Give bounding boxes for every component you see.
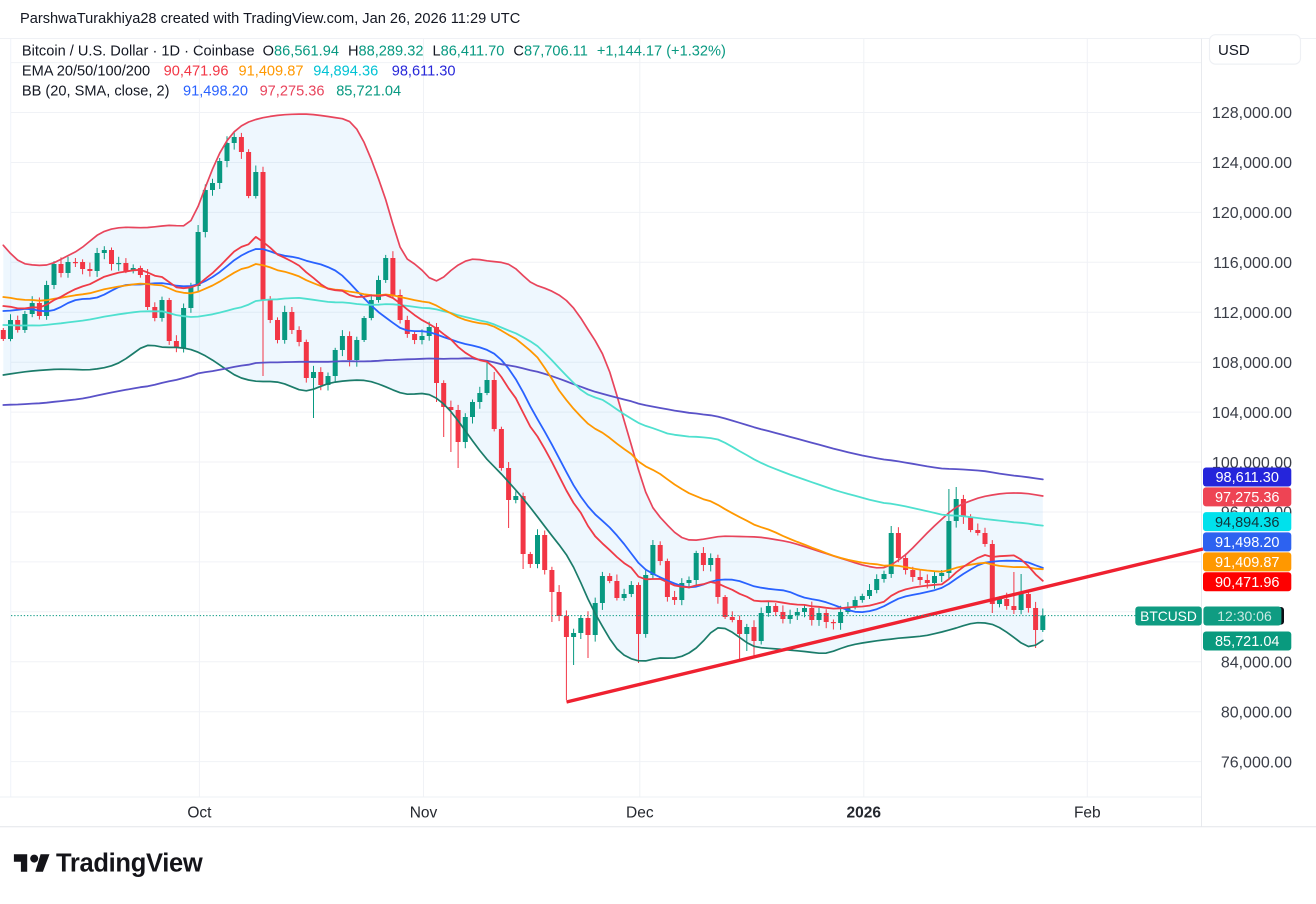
- svg-text:80,000.00: 80,000.00: [1221, 705, 1292, 722]
- svg-text:120,000.00: 120,000.00: [1212, 205, 1292, 222]
- svg-text:Nov: Nov: [410, 805, 438, 822]
- svg-text:128,000.00: 128,000.00: [1212, 105, 1292, 122]
- svg-text:2026: 2026: [847, 805, 882, 822]
- svg-text:Feb: Feb: [1074, 805, 1101, 822]
- svg-text:Dec: Dec: [626, 805, 654, 822]
- svg-text:ParshwaTurakhiya28 created wit: ParshwaTurakhiya28 created with TradingV…: [20, 11, 520, 27]
- svg-text:97,275.36: 97,275.36: [1215, 490, 1280, 506]
- svg-text:85,721.04: 85,721.04: [1215, 634, 1280, 650]
- svg-text:BTCUSD: BTCUSD: [1140, 609, 1197, 624]
- svg-text:108,000.00: 108,000.00: [1212, 355, 1292, 372]
- svg-text:84,000.00: 84,000.00: [1221, 655, 1292, 672]
- svg-text:91,409.87: 91,409.87: [1215, 555, 1280, 571]
- svg-text:76,000.00: 76,000.00: [1221, 754, 1292, 771]
- svg-text:91,498.20: 91,498.20: [1215, 535, 1280, 551]
- svg-text:Oct: Oct: [187, 805, 212, 822]
- svg-text:124,000.00: 124,000.00: [1212, 155, 1292, 172]
- svg-text:98,611.30: 98,611.30: [1215, 470, 1278, 486]
- svg-text:BB (20, SMA, close, 2)91,498.2: BB (20, SMA, close, 2) 91,498.20 97,275.36…: [22, 84, 401, 100]
- svg-text:94,894.36: 94,894.36: [1215, 515, 1280, 531]
- svg-text:12:30:06: 12:30:06: [1217, 608, 1272, 624]
- svg-text:116,000.00: 116,000.00: [1213, 255, 1292, 272]
- svg-text:90,471.96: 90,471.96: [1215, 575, 1280, 591]
- svg-text:USD: USD: [1218, 42, 1250, 59]
- svg-text:112,000.00: 112,000.00: [1213, 305, 1292, 322]
- svg-text:104,000.00: 104,000.00: [1212, 405, 1292, 422]
- svg-text:Bitcoin / U.S. Dollar · 1D · C: Bitcoin / U.S. Dollar · 1D · Coinbase O86…: [22, 44, 726, 60]
- svg-text:TradingView: TradingView: [56, 850, 203, 878]
